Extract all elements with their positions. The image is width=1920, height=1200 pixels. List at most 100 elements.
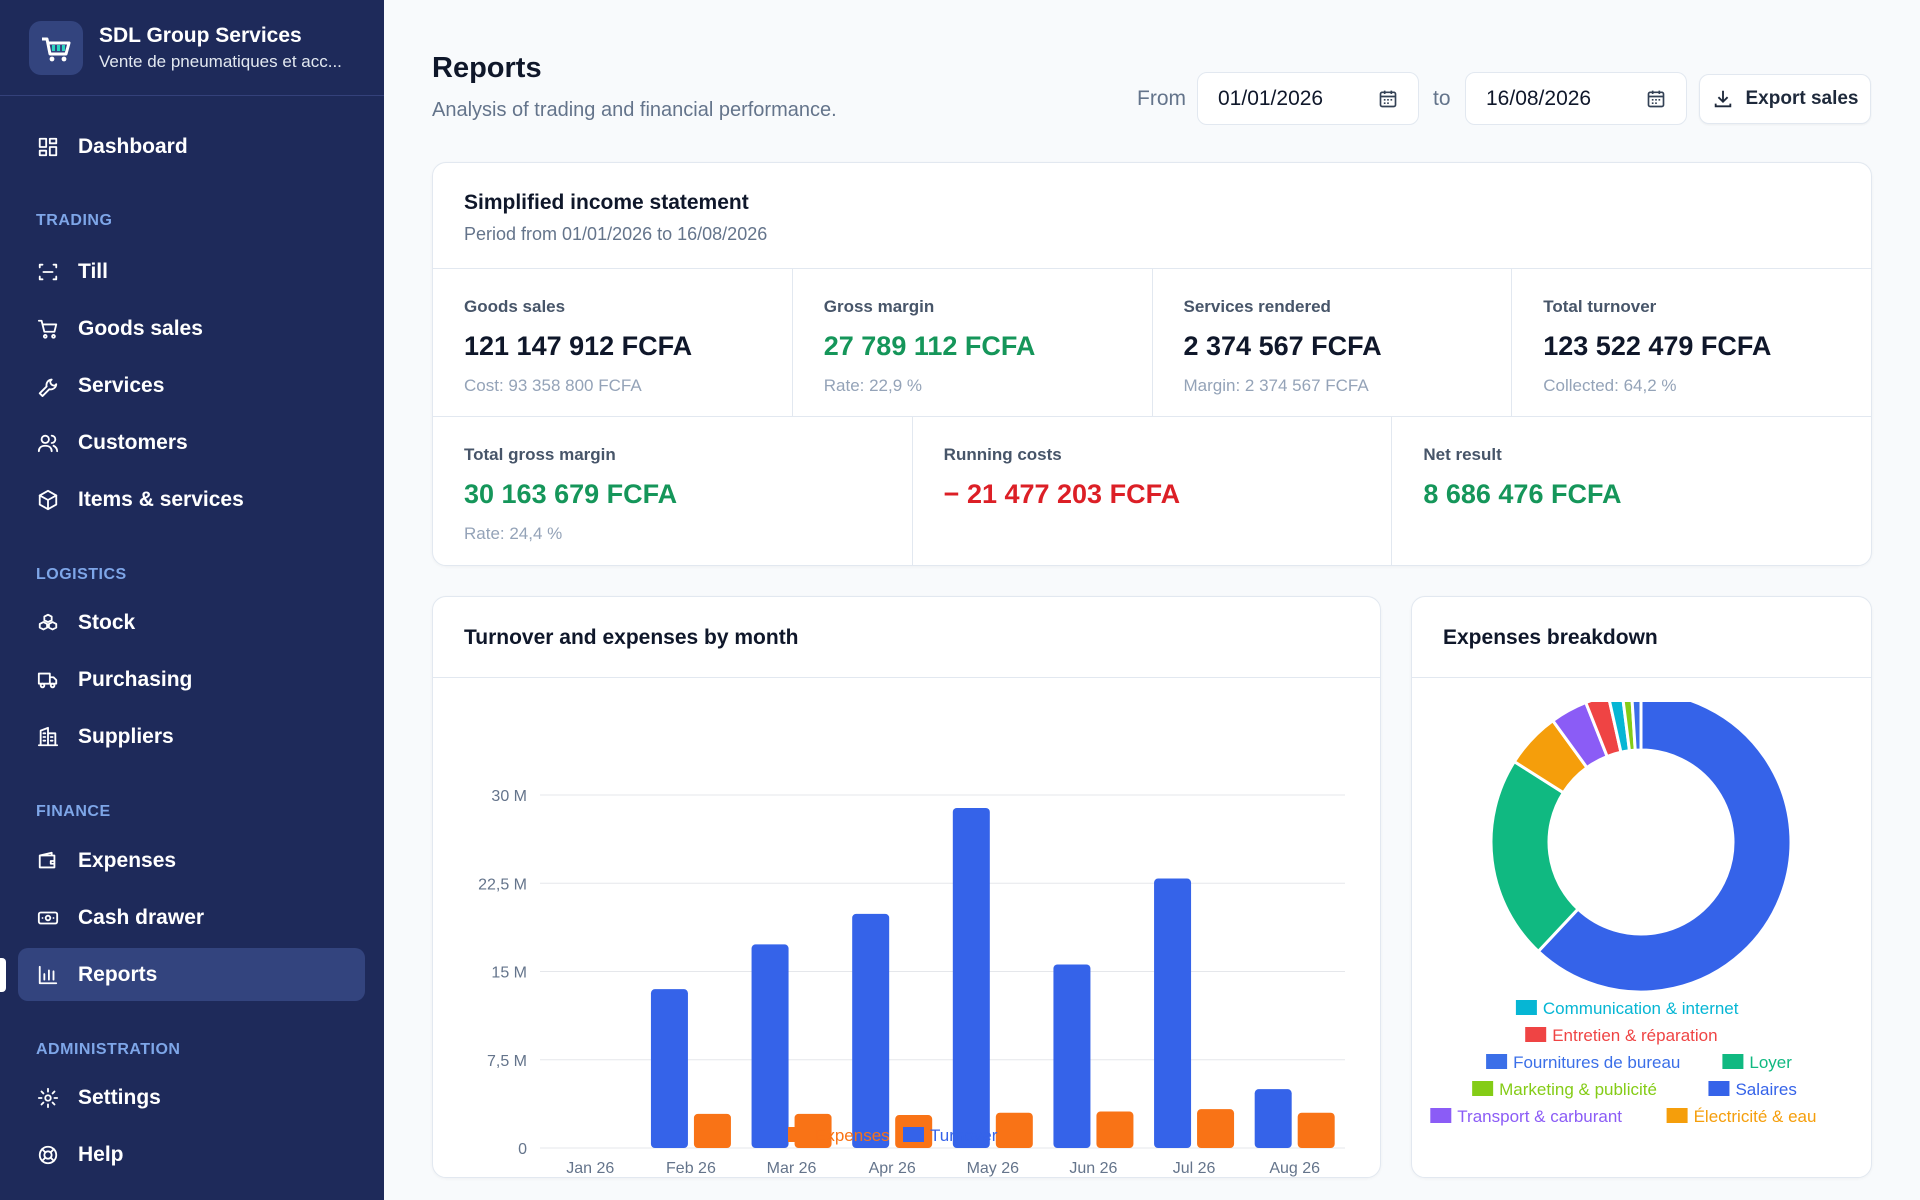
bar-expenses[interactable] [1297, 1112, 1335, 1148]
legend-swatch [1666, 1108, 1688, 1123]
kpi-note: Cost: 93 358 800 FCFA [464, 376, 642, 395]
kpi-note: Collected: 64,2 % [1543, 376, 1677, 395]
export-sales-button[interactable]: Export sales [1699, 74, 1871, 124]
wrench-icon [36, 374, 60, 398]
y-tick-label: 30 M [491, 788, 527, 805]
nav-item-dashboard[interactable]: Dashboard [18, 120, 365, 173]
donut-slice[interactable] [1536, 692, 1793, 994]
y-tick-label: 0 [518, 1141, 527, 1158]
from-date-input[interactable]: 01/01/2026 [1197, 72, 1419, 125]
donut-slice[interactable] [1630, 692, 1643, 752]
kpi-value: − 21 477 203 FCFA [943, 479, 1181, 509]
nav-label: Items & services [78, 487, 244, 511]
kpi-note: Rate: 24,4 % [464, 524, 563, 543]
nav-label: Customers [78, 430, 188, 454]
calendar-icon[interactable] [1646, 89, 1666, 109]
kpi-value: 8 686 476 FCFA [1423, 479, 1622, 509]
kpi-note: Rate: 22,9 % [823, 376, 923, 395]
bar-turnover[interactable] [1154, 878, 1192, 1148]
nav-label: Cash drawer [78, 905, 205, 929]
nav-item-reports[interactable]: Reports [18, 948, 365, 1001]
legend-label[interactable]: Loyer [1749, 1053, 1792, 1072]
nav-section-finance: FINANCE [36, 803, 111, 820]
from-label: From [1137, 87, 1186, 110]
nav-item-suppliers[interactable]: Suppliers [18, 710, 365, 763]
kpi-total-gross-margin: Total gross margin 30 163 679 FCFA Rate:… [433, 417, 913, 565]
expenses-breakdown-card: Expenses breakdown Communication & inter… [1411, 596, 1872, 1178]
kpi-value: 2 374 567 FCFA [1183, 331, 1382, 361]
nav-item-customers[interactable]: Customers [18, 416, 365, 469]
active-indicator [0, 958, 6, 992]
calendar-icon[interactable] [1378, 89, 1398, 109]
bar-expenses[interactable] [1096, 1111, 1134, 1148]
gear-icon [36, 1086, 60, 1110]
wallet-icon [36, 849, 60, 873]
nav-label: Purchasing [78, 667, 193, 691]
bar-turnover[interactable] [650, 989, 688, 1148]
bar-turnover[interactable] [852, 913, 890, 1148]
legend-label[interactable]: Turnover [930, 1126, 998, 1145]
lifebuoy-icon [36, 1143, 60, 1167]
nav-item-stock[interactable]: Stock [18, 596, 365, 649]
legend-swatch [903, 1127, 924, 1142]
nav-label: Stock [78, 610, 136, 634]
legend-label[interactable]: Communication & internet [1543, 999, 1739, 1018]
legend-swatch [1525, 1027, 1547, 1042]
page-title: Reports [432, 52, 542, 84]
income-statement-card: Simplified income statement Period from … [432, 162, 1872, 566]
nav-item-settings[interactable]: Settings [18, 1071, 365, 1124]
bar-chart-title: Turnover and expenses by month [464, 626, 799, 649]
nav-label: Expenses [78, 848, 177, 872]
legend-label[interactable]: Marketing & publicité [1499, 1080, 1657, 1099]
bar-turnover[interactable] [1053, 964, 1091, 1148]
bar-turnover[interactable] [751, 944, 789, 1148]
nav-item-cash-drawer[interactable]: Cash drawer [18, 891, 365, 944]
kpi-goods-sales: Goods sales 121 147 912 FCFA Cost: 93 35… [433, 269, 793, 416]
bar-expenses[interactable] [693, 1113, 731, 1148]
sidebar: SDL Group Services Vente de pneumatiques… [0, 0, 384, 1200]
download-icon [1714, 90, 1731, 108]
kpi-value: 30 163 679 FCFA [464, 479, 678, 509]
kpi-running-costs: Running costs − 21 477 203 FCFA [913, 417, 1393, 565]
kpi-label: Services rendered [1183, 297, 1331, 316]
bar-expenses[interactable] [995, 1112, 1033, 1148]
legend-label[interactable]: Transport & carburant [1457, 1107, 1622, 1126]
bar-expenses[interactable] [1197, 1109, 1235, 1148]
to-label: to [1433, 87, 1451, 110]
to-date-input[interactable]: 16/08/2026 [1465, 72, 1687, 125]
x-tick-label: Jul 26 [1173, 1160, 1216, 1177]
shopping-cart-logo-icon [29, 20, 83, 75]
legend-label[interactable]: Fournitures de bureau [1513, 1053, 1680, 1072]
legend-label[interactable]: Expenses [815, 1126, 890, 1145]
legend-label[interactable]: Électricité & eau [1694, 1107, 1817, 1126]
truck-icon [36, 668, 60, 692]
legend-label[interactable]: Entretien & réparation [1552, 1026, 1717, 1045]
nav-item-purchasing[interactable]: Purchasing [18, 653, 365, 706]
legend-label[interactable]: Salaires [1735, 1080, 1796, 1099]
bar-chart-icon [36, 963, 60, 987]
nav-item-help[interactable]: Help [18, 1128, 365, 1181]
bar-turnover[interactable] [1254, 1089, 1292, 1148]
turnover-expenses-card: Turnover and expenses by month 0 7,5 M 15 … [432, 596, 1381, 1178]
nav-label: Till [78, 259, 108, 283]
nav-label: Help [78, 1142, 124, 1166]
nav-item-expenses[interactable]: Expenses [18, 834, 365, 887]
kpi-label: Gross margin [823, 297, 935, 316]
donut-slice[interactable] [1489, 759, 1581, 954]
nav-item-till[interactable]: Till [18, 245, 365, 298]
kpi-net-result: Net result 8 686 476 FCFA [1392, 417, 1871, 565]
kpi-value: 123 522 479 FCFA [1543, 331, 1772, 361]
nav-item-items-services[interactable]: Items & services [18, 473, 365, 526]
y-tick-label: 7,5 M [487, 1053, 527, 1070]
nav-label: Settings [78, 1085, 161, 1109]
scan-icon [36, 260, 60, 284]
nav-item-services[interactable]: Services [18, 359, 365, 412]
y-tick-label: 15 M [491, 965, 527, 982]
brand[interactable]: SDL Group Services Vente de pneumatiques… [0, 0, 384, 96]
kpi-label: Running costs [943, 445, 1062, 464]
kpi-services-rendered: Services rendered 2 374 567 FCFA Margin:… [1153, 269, 1513, 416]
nav-item-goods-sales[interactable]: Goods sales [18, 302, 365, 355]
donut-chart: Communication & internet Entretien & répa… [1430, 692, 1817, 1126]
bar-turnover[interactable] [952, 807, 990, 1148]
kpi-label: Net result [1423, 445, 1502, 464]
